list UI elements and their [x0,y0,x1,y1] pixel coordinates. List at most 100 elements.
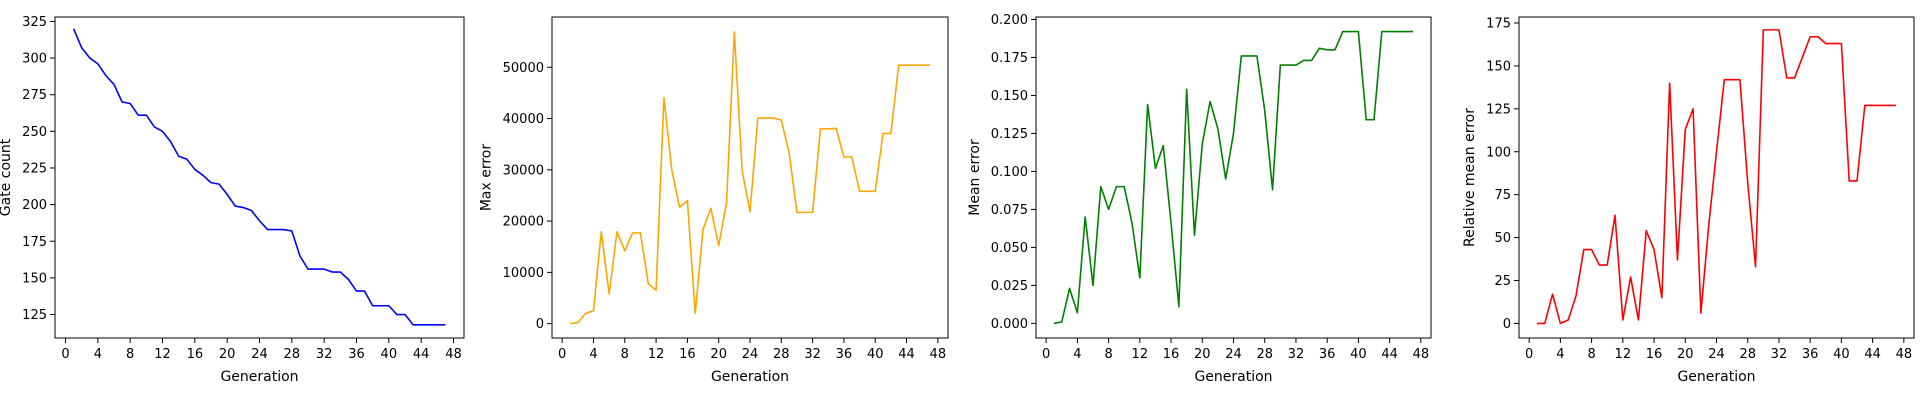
y-tick-label: 10000 [503,266,544,281]
chart-panel-2: 0 4 8 12 16 20 24 28 32 36 40 44 4801000020000300004… [479,16,949,385]
y-tick-label: 150 [22,271,47,286]
x-tick-label: 16 [679,347,696,362]
x-axis-label: Generation [1194,369,1272,385]
x-tick-label: 40 [381,347,398,362]
y-tick-label: 250 [22,125,47,140]
x-tick-label: 32 [804,347,821,362]
y-axis-label: Max error [479,144,495,212]
x-tick-label: 20 [710,347,727,362]
y-tick-label: 0.075 [991,203,1028,218]
y-tick-label: 0.125 [991,127,1028,142]
x-tick-label: 16 [187,347,204,362]
x-tick-label: 8 [126,347,134,362]
x-tick-label: 16 [1646,347,1663,362]
y-tick-label: 125 [22,308,47,323]
y-tick-label: 0.200 [991,13,1028,28]
x-axis-label: Generation [220,369,298,385]
series-line [1053,30,1414,325]
x-tick-label: 4 [1073,347,1081,362]
chart-panel-1: 0 4 8 12 16 20 24 28 32 36 40 44 4812515017520022525… [0,15,465,385]
chart-panel-4: 0 4 8 12 16 20 24 28 32 36 40 44 4802550751001251501… [1462,16,1915,385]
y-axis-label: Gate count [0,138,14,216]
x-tick-label: 12 [154,347,171,362]
x-tick-label: 0 [1525,347,1533,362]
x-axis-label: Generation [711,369,789,385]
x-tick-label: 32 [1288,347,1305,362]
series-line [1536,29,1897,325]
plot-frame [54,16,465,339]
x-tick-label: 16 [1163,347,1180,362]
y-tick-label: 50000 [503,61,544,76]
x-tick-label: 12 [1132,347,1149,362]
x-tick-label: 4 [1556,347,1564,362]
y-tick-label: 100 [1486,145,1511,160]
series-line [569,31,930,325]
y-tick-label: 300 [22,52,47,67]
x-tick-label: 12 [648,347,665,362]
y-axis-label: Relative mean error [1462,108,1478,247]
y-tick-label: 150 [1486,59,1511,74]
y-tick-label: 175 [22,235,47,250]
x-tick-label: 48 [445,347,462,362]
y-tick-label: 0.175 [991,51,1028,66]
x-tick-label: 0 [61,347,69,362]
x-tick-label: 4 [94,347,102,362]
series-line [72,28,446,326]
x-tick-label: 0 [1042,347,1050,362]
y-tick-label: 325 [22,15,47,30]
y-tick-label: 50 [1494,231,1511,246]
x-tick-label: 40 [1833,347,1850,362]
y-tick-label: 0.000 [991,317,1028,332]
x-tick-label: 44 [1381,347,1398,362]
x-tick-label: 36 [348,347,365,362]
x-tick-label: 44 [898,347,915,362]
y-tick-label: 200 [22,198,47,213]
y-tick-label: 0.150 [991,89,1028,104]
x-tick-label: 28 [1739,347,1756,362]
y-tick-label: 0.050 [991,241,1028,256]
x-tick-label: 36 [836,347,853,362]
x-tick-label: 48 [930,347,947,362]
plot-frame [1518,16,1915,339]
chart-panel-3: 0 4 8 12 16 20 24 28 32 36 40 44 480.0000.0250.0500.… [967,13,1432,385]
x-tick-label: 20 [1194,347,1211,362]
y-tick-label: 125 [1486,102,1511,117]
plot-frame [1035,16,1432,339]
x-tick-label: 20 [1677,347,1694,362]
x-tick-label: 24 [742,347,759,362]
y-tick-label: 25 [1494,274,1511,289]
x-tick-label: 40 [1350,347,1367,362]
y-tick-label: 225 [22,161,47,176]
x-tick-label: 0 [558,347,566,362]
x-tick-label: 32 [1771,347,1788,362]
y-tick-label: 175 [1486,17,1511,32]
x-tick-label: 4 [589,347,597,362]
x-tick-label: 12 [1615,347,1632,362]
y-tick-label: 75 [1494,188,1511,203]
x-tick-label: 40 [867,347,884,362]
x-tick-label: 8 [1587,347,1595,362]
x-tick-label: 28 [284,347,301,362]
y-tick-label: 0.025 [991,279,1028,294]
x-tick-label: 24 [1225,347,1242,362]
x-tick-label: 24 [1708,347,1725,362]
x-tick-label: 48 [1896,347,1913,362]
y-tick-label: 20000 [503,215,544,230]
x-axis-label: Generation [1677,369,1755,385]
x-tick-label: 28 [1256,347,1273,362]
x-tick-label: 48 [1413,347,1430,362]
x-tick-label: 44 [1864,347,1881,362]
y-tick-label: 0.100 [991,165,1028,180]
x-tick-label: 8 [621,347,629,362]
x-tick-label: 20 [219,347,236,362]
y-tick-label: 275 [22,88,47,103]
y-tick-label: 40000 [503,112,544,127]
x-tick-label: 44 [413,347,430,362]
y-axis-label: Mean error [967,139,983,216]
plot-frame [551,16,949,339]
x-tick-label: 36 [1319,347,1336,362]
x-tick-label: 24 [251,347,268,362]
y-tick-label: 30000 [503,163,544,178]
y-tick-label: 0 [1503,317,1511,332]
